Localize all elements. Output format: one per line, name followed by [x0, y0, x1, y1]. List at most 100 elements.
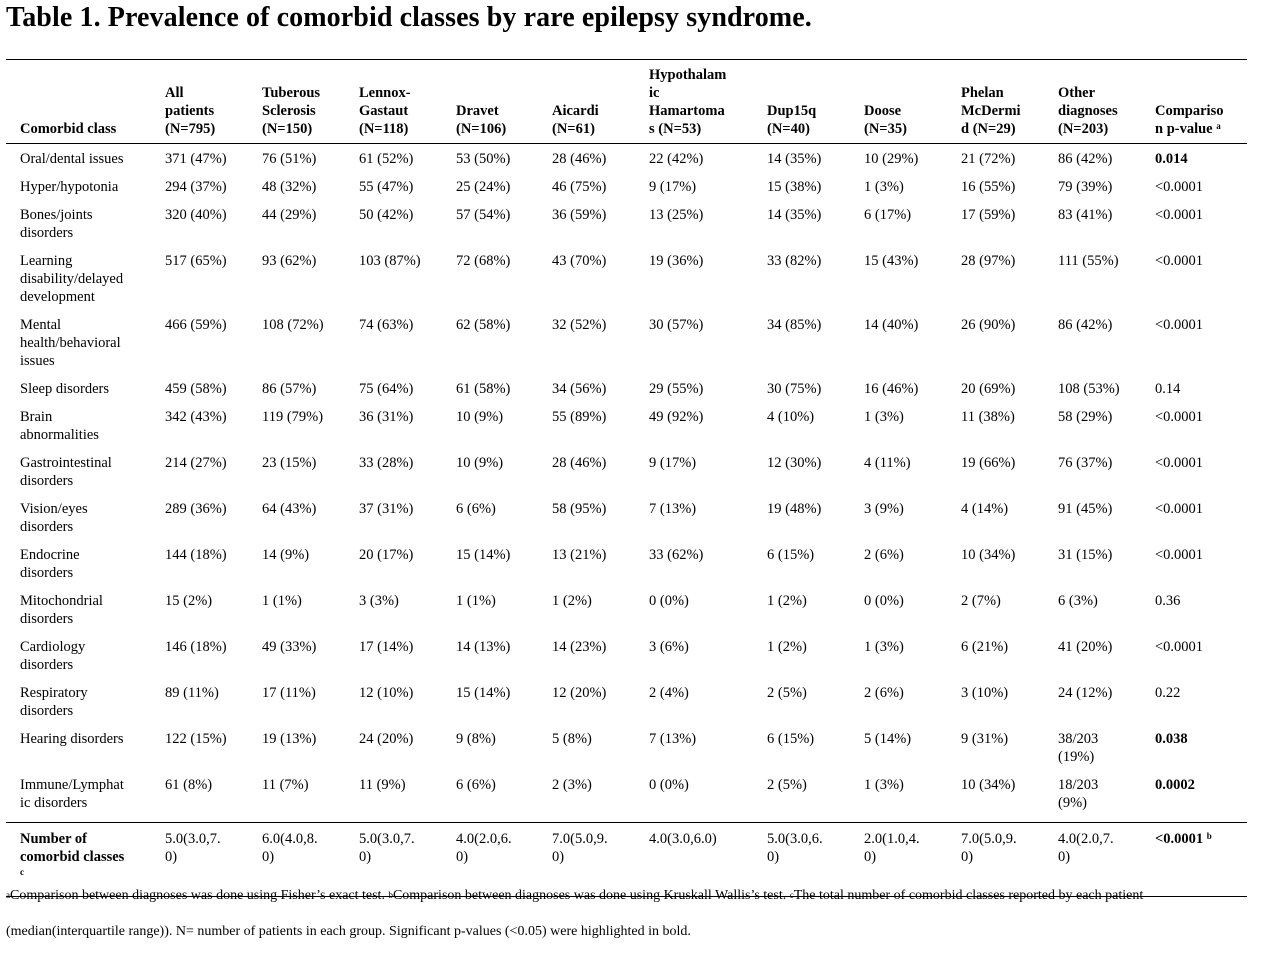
- table-cell: 13 (21%): [552, 547, 607, 563]
- table-cell: 144 (18%): [165, 547, 227, 563]
- p-value-cell: <0.0001: [1155, 179, 1204, 195]
- table-cell: 44 (29%): [262, 207, 317, 223]
- row-label: Brain abnormalities: [20, 409, 99, 443]
- table-cell: 33 (62%): [649, 547, 704, 563]
- table-cell: 2 (3%): [552, 777, 592, 793]
- table-row: Mitochondrial disorders 15 (2%) 1 (1%) 3 (3…: [6, 592, 1247, 638]
- column-header-label: Dravet (N=106): [456, 103, 507, 137]
- table-row: Respiratory disorders 89 (11%) 17 (11%) 12 …: [6, 684, 1247, 730]
- table-cell: 5 (8%): [552, 731, 592, 747]
- table-row: Gastrointestinal disorders 214 (27%) 23 (1…: [6, 454, 1247, 500]
- table-cell: 34 (56%): [552, 381, 607, 397]
- row-label: Learning disability/delayed development: [20, 253, 124, 305]
- table-cell: 23 (15%): [262, 455, 317, 471]
- table-cell: 75 (64%): [359, 381, 414, 397]
- footnote-marker-c: c: [789, 890, 794, 900]
- footnote-b-text: Comparison between diagnoses was done us…: [392, 888, 790, 903]
- table-cell: 31 (15%): [1058, 547, 1113, 563]
- table-cell: 2 (4%): [649, 685, 689, 701]
- column-header-label: Doose (N=35): [864, 103, 907, 137]
- table-cell: 24 (12%): [1058, 685, 1113, 701]
- column-header-label: Compariso n p-value: [1155, 103, 1224, 137]
- column-header: Aicardi (N=61): [552, 60, 649, 144]
- table-cell: 64 (43%): [262, 501, 317, 517]
- table-cell: 34 (85%): [767, 317, 822, 333]
- table-cell: 111 (55%): [1058, 253, 1119, 269]
- table-cell: 76 (37%): [1058, 455, 1113, 471]
- table-cell: 517 (65%): [165, 253, 227, 269]
- table-cell: 371 (47%): [165, 151, 227, 167]
- table-cell: 108 (72%): [262, 317, 324, 333]
- p-value-cell: <0.0001: [1155, 317, 1204, 333]
- p-value-cell: <0.0001: [1155, 501, 1204, 517]
- table-footnote: aComparison between diagnoses was done u…: [6, 878, 1256, 950]
- table-cell: 48 (32%): [262, 179, 317, 195]
- table-cell: 1 (2%): [767, 593, 807, 609]
- table-cell: 93 (62%): [262, 253, 317, 269]
- table-cell: 36 (59%): [552, 207, 607, 223]
- column-header: Compariso n p-value a: [1155, 60, 1247, 144]
- p-value-cell: <0.0001: [1155, 207, 1204, 223]
- table-cell: 41 (20%): [1058, 639, 1113, 655]
- table-cell: 5.0(3.0,6. 0): [767, 831, 823, 865]
- column-header: Dup15q (N=40): [767, 60, 864, 144]
- footnote-c-text: The total number of comorbid classes rep…: [6, 888, 1144, 939]
- table-cell: 19 (48%): [767, 501, 822, 517]
- table-cell: 2 (5%): [767, 777, 807, 793]
- table-cell: 7 (13%): [649, 731, 697, 747]
- row-label-text: Number of comorbid classes: [20, 831, 125, 865]
- row-label: Gastrointestinal disorders: [20, 455, 112, 489]
- row-label: Oral/dental issues: [20, 151, 124, 167]
- summary-row: Number of comorbid classes c 5.0(3.0,7. 0…: [6, 822, 1247, 897]
- footnote-marker: a: [1216, 121, 1221, 131]
- table-row: Hyper/hypotonia 294 (37%) 48 (32%) 55 (47%)…: [6, 178, 1247, 206]
- table-cell: 4 (11%): [864, 455, 911, 471]
- footnote-marker-b: b: [388, 890, 393, 900]
- table-header-row: Comorbid class All patients (N=795) Tubero…: [6, 59, 1247, 144]
- table-cell: 108 (53%): [1058, 381, 1120, 397]
- column-header-label: Hypothalam ic Hamartoma s (N=53): [649, 67, 727, 137]
- table-cell: 18/203 (9%): [1058, 777, 1099, 811]
- p-value-cell: <0.0001: [1155, 639, 1204, 655]
- column-header-label: Other diagnoses (N=203): [1058, 85, 1118, 137]
- table-cell: 9 (31%): [961, 731, 1009, 747]
- column-header: Other diagnoses (N=203): [1058, 60, 1155, 144]
- table-cell: 146 (18%): [165, 639, 227, 655]
- table-cell: 74 (63%): [359, 317, 414, 333]
- table-cell: 29 (55%): [649, 381, 704, 397]
- table-cell: 9 (8%): [456, 731, 496, 747]
- table-cell: 7.0(5.0,9. 0): [961, 831, 1017, 865]
- table-cell: 5 (14%): [864, 731, 912, 747]
- table-cell: 15 (2%): [165, 593, 213, 609]
- table-cell: 49 (33%): [262, 639, 317, 655]
- column-header-label: Aicardi (N=61): [552, 103, 599, 137]
- table-cell: 57 (54%): [456, 207, 511, 223]
- table-cell: 1 (2%): [767, 639, 807, 655]
- row-label: Number of comorbid classes c: [6, 823, 165, 897]
- column-header-label: All patients (N=795): [165, 85, 216, 137]
- table-cell: 49 (92%): [649, 409, 704, 425]
- table-cell: 50 (42%): [359, 207, 414, 223]
- column-header-label: Comorbid class: [20, 121, 117, 137]
- table-cell: 61 (58%): [456, 381, 511, 397]
- table-cell: 33 (28%): [359, 455, 414, 471]
- table-cell: 20 (17%): [359, 547, 414, 563]
- table-cell: 6 (21%): [961, 639, 1009, 655]
- column-header: Lennox- Gastaut (N=118): [359, 60, 456, 144]
- table-cell: 16 (55%): [961, 179, 1016, 195]
- column-header: Doose (N=35): [864, 60, 961, 144]
- table-cell: 43 (70%): [552, 253, 607, 269]
- table-cell: 28 (46%): [552, 151, 607, 167]
- table-cell: 14 (23%): [552, 639, 607, 655]
- table-cell: 2.0(1.0,4. 0): [864, 831, 920, 865]
- table-cell: 2 (7%): [961, 593, 1001, 609]
- table-cell: 119 (79%): [262, 409, 324, 425]
- table-cell: 10 (9%): [456, 409, 504, 425]
- table-title: Table 1. Prevalence of comorbid classes …: [6, 2, 812, 33]
- table-cell: 72 (68%): [456, 253, 511, 269]
- table-cell: 38/203 (19%): [1058, 731, 1099, 765]
- table-cell: 1 (3%): [864, 409, 904, 425]
- table-cell: 10 (34%): [961, 547, 1016, 563]
- row-label: Sleep disorders: [20, 381, 109, 397]
- row-label: Respiratory disorders: [20, 685, 88, 719]
